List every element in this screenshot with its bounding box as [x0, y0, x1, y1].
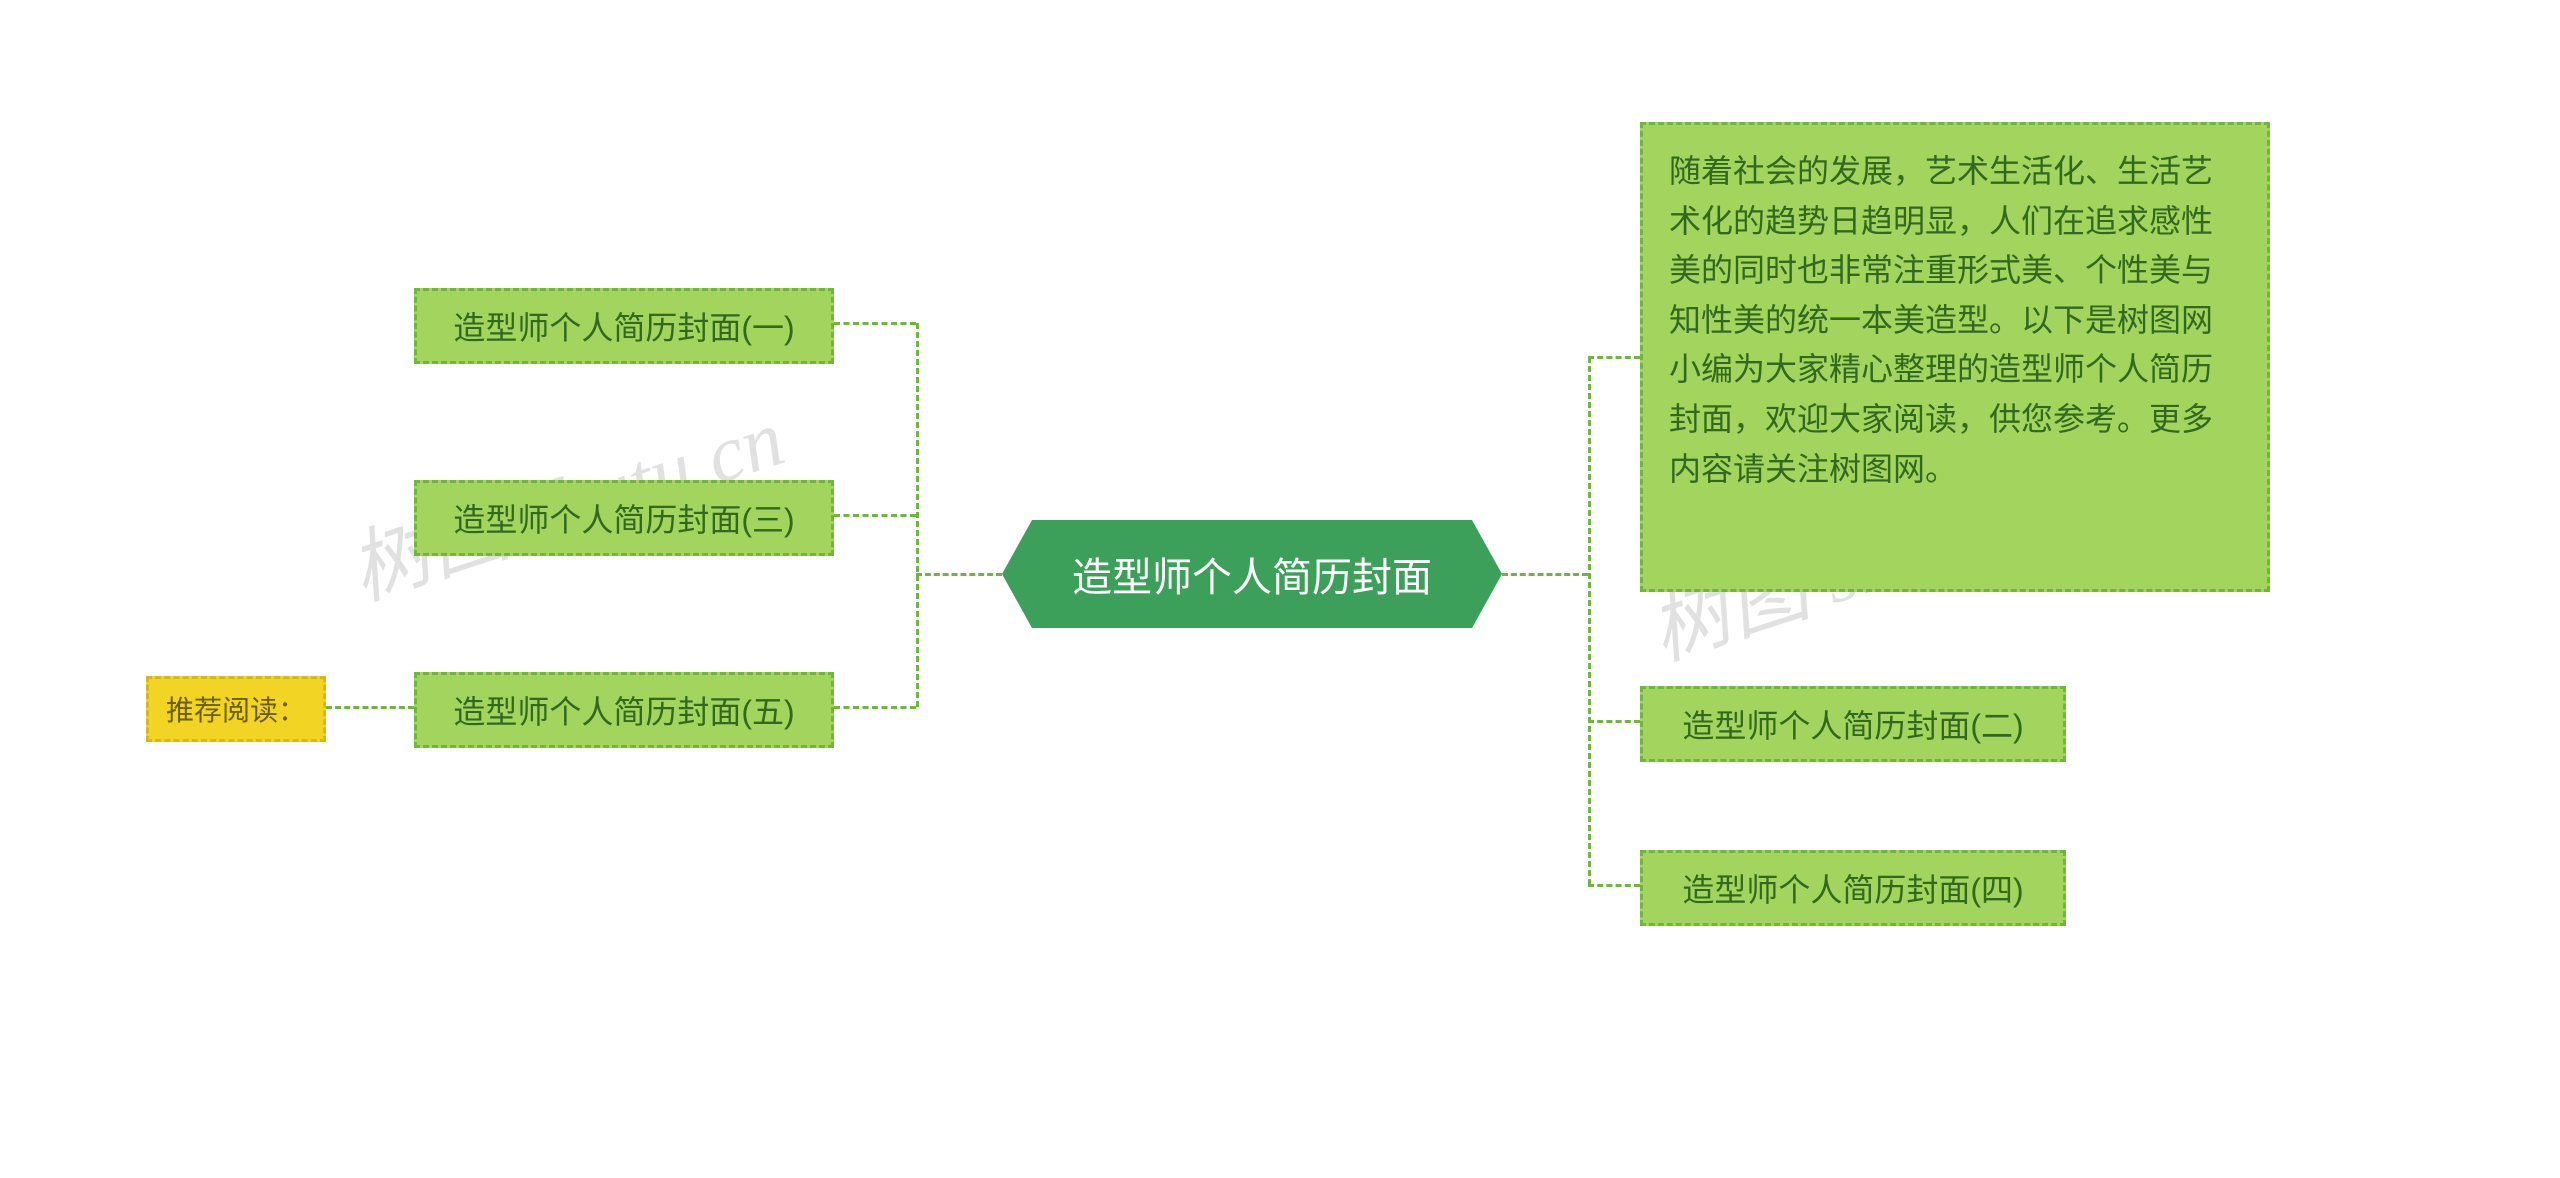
- left-node-label: 造型师个人简历封面(三): [453, 495, 794, 541]
- connector-segment: [834, 322, 916, 325]
- right-node-label: 造型师个人简历封面(二): [1682, 701, 2023, 747]
- connector-segment: [916, 323, 919, 707]
- connector-segment: [834, 706, 916, 709]
- connector-segment: [916, 573, 1002, 576]
- left-node-label: 造型师个人简历封面(五): [453, 687, 794, 733]
- connector-segment: [326, 706, 414, 709]
- connector-segment: [1588, 720, 1640, 723]
- child-node-recommended: 推荐阅读：: [146, 676, 326, 742]
- right-node-cover4: 造型师个人简历封面(四): [1640, 850, 2066, 926]
- right-node-label: 造型师个人简历封面(四): [1682, 865, 2023, 911]
- connector-segment: [1588, 884, 1640, 887]
- left-node-cover1: 造型师个人简历封面(一): [414, 288, 834, 364]
- connector-segment: [834, 514, 916, 517]
- left-node-label: 造型师个人简历封面(一): [453, 303, 794, 349]
- center-label: 造型师个人简历封面: [1072, 545, 1432, 603]
- right-node-cover2: 造型师个人简历封面(二): [1640, 686, 2066, 762]
- child-node-label: 推荐阅读：: [166, 689, 306, 729]
- right-node-label: 随着社会的发展，艺术生活化、生活艺术化的趋势日趋明显，人们在追求感性美的同时也非…: [1669, 147, 2241, 494]
- right-node-intro: 随着社会的发展，艺术生活化、生活艺术化的趋势日趋明显，人们在追求感性美的同时也非…: [1640, 122, 2270, 592]
- center-node: 造型师个人简历封面: [1002, 520, 1502, 628]
- connector-segment: [1588, 357, 1591, 885]
- left-node-cover5: 造型师个人简历封面(五): [414, 672, 834, 748]
- left-node-cover3: 造型师个人简历封面(三): [414, 480, 834, 556]
- connector-segment: [1502, 573, 1588, 576]
- connector-segment: [1588, 356, 1640, 359]
